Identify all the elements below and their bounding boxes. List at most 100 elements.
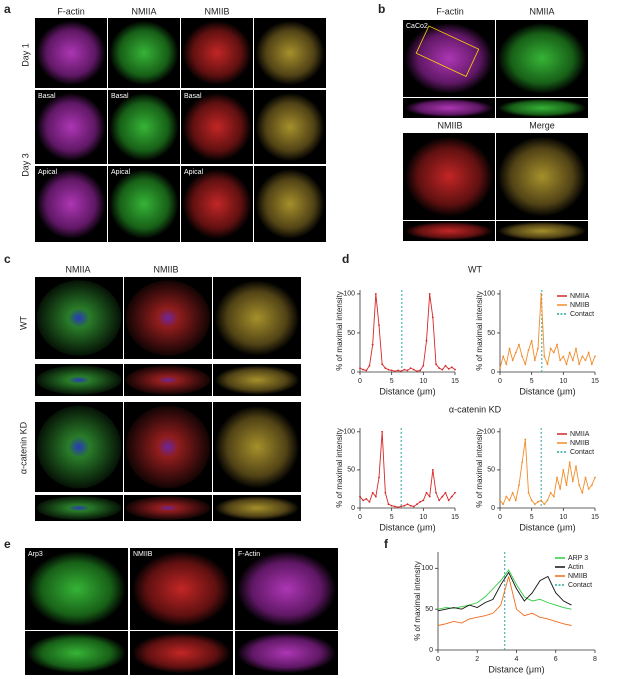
y-tick-label: 50: [347, 467, 355, 474]
data-point: [387, 503, 390, 506]
column-header: NMIIB: [437, 120, 462, 130]
data-point: [565, 363, 568, 366]
data-point: [584, 476, 587, 479]
cell-signal: [404, 136, 494, 217]
data-point: [508, 499, 511, 502]
data-point: [552, 351, 555, 354]
data-point: [543, 355, 546, 358]
data-point: [419, 501, 422, 503]
data-point: [524, 438, 527, 441]
x-tick-label: 15: [591, 514, 599, 521]
data-point: [419, 369, 422, 372]
data-point: [365, 497, 368, 500]
column-header: NMIIB: [153, 264, 178, 274]
data-point: [368, 364, 371, 367]
panel-label: a: [4, 2, 11, 16]
data-point: [562, 469, 565, 471]
image-label: Apical: [111, 169, 131, 176]
y-tick-label: 50: [487, 467, 495, 474]
data-point: [441, 495, 444, 498]
data-point: [397, 369, 399, 372]
data-point: [450, 495, 453, 498]
column-header: NMIIB: [204, 6, 229, 16]
data-point: [546, 499, 549, 502]
data-point: [590, 484, 593, 487]
cell-signal: [497, 23, 587, 94]
data-point: [568, 351, 571, 354]
column-header: NMIIA: [65, 264, 90, 274]
legend-label: Contact: [570, 449, 594, 456]
chart-title: α-catenin KD: [449, 404, 502, 414]
x-tick-label: 4: [515, 656, 519, 663]
data-point: [435, 491, 437, 494]
data-point: [511, 491, 514, 494]
image-label: Apical: [184, 169, 204, 176]
data-point: [521, 461, 524, 464]
data-point: [508, 347, 511, 350]
legend-label: Contact: [570, 311, 594, 318]
data-point: [400, 505, 403, 508]
y-tick-label: 0: [429, 647, 433, 654]
data-point: [359, 367, 361, 369]
x-axis-label: Distance (μm): [519, 522, 575, 532]
data-point: [499, 499, 501, 502]
x-tick-label: 0: [358, 378, 362, 385]
x-axis-label: Distance (μm): [519, 386, 575, 396]
series-line: [437, 576, 572, 626]
x-tick-label: 0: [498, 378, 502, 385]
data-point: [514, 499, 517, 502]
cell-signal: [109, 169, 179, 239]
cell-signal: [214, 280, 300, 356]
data-point: [581, 355, 584, 358]
cell-signal: [214, 496, 300, 520]
data-point: [578, 363, 581, 366]
data-point: [594, 476, 596, 479]
data-point: [381, 363, 384, 366]
data-point: [447, 499, 450, 502]
data-point: [543, 503, 546, 506]
data-point: [594, 355, 596, 358]
y-tick-label: 100: [483, 291, 495, 298]
x-axis-label: Distance (μm): [379, 386, 435, 396]
legend-label: NMIIA: [570, 431, 590, 438]
data-point: [362, 499, 365, 502]
data-point: [502, 503, 505, 506]
data-point: [454, 368, 456, 371]
data-point: [374, 495, 377, 498]
panel-label: b: [378, 2, 385, 16]
series-line: [359, 293, 456, 372]
data-point: [416, 503, 418, 506]
data-point: [406, 369, 409, 372]
data-point: [584, 359, 587, 362]
cell-signal: [125, 280, 211, 356]
data-point: [518, 343, 520, 346]
y-tick-label: 100: [343, 291, 355, 298]
data-point: [571, 480, 574, 483]
x-tick-label: 5: [390, 378, 394, 385]
data-point: [454, 491, 456, 494]
column-header: NMIIA: [529, 6, 554, 16]
data-point: [524, 363, 527, 366]
x-tick-label: 5: [530, 378, 534, 385]
data-point: [371, 491, 374, 494]
panel-label: f: [384, 537, 389, 551]
data-point: [378, 324, 380, 327]
legend-label: Actin: [568, 564, 584, 571]
data-point: [412, 368, 415, 371]
panel-label: c: [4, 252, 11, 266]
data-point: [416, 370, 418, 373]
row-label: Day 3: [20, 153, 30, 177]
cell-signal: [214, 405, 300, 489]
cell-signal: [36, 20, 106, 86]
x-tick-label: 0: [358, 514, 362, 521]
x-tick-label: 6: [554, 656, 558, 663]
data-point: [422, 364, 425, 367]
cell-signal: [27, 551, 126, 627]
data-point: [409, 367, 412, 369]
data-point: [546, 363, 549, 366]
data-point: [384, 367, 387, 369]
image-label: F-Actin: [238, 551, 260, 558]
data-point: [578, 484, 581, 487]
data-point: [521, 355, 524, 358]
data-point: [428, 293, 431, 295]
